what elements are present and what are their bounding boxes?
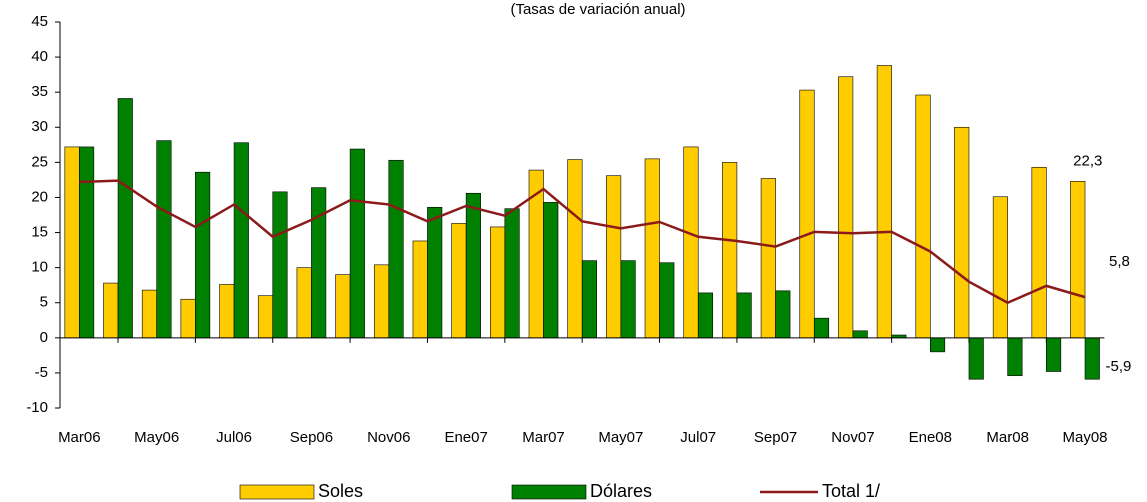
y-tick-label: 25 [31, 153, 48, 170]
y-tick-label: -5 [35, 364, 48, 381]
legend-label: Dólares [590, 481, 652, 501]
x-tick-label: Nov06 [367, 429, 410, 446]
bar [141, 289, 157, 339]
bar [233, 142, 249, 339]
x-tick-label: Jul07 [680, 429, 716, 446]
bar [876, 65, 892, 339]
bar [373, 264, 390, 339]
line [79, 179, 1086, 305]
legend-label: Soles [318, 481, 363, 501]
bar [799, 89, 815, 339]
legend-swatch [511, 484, 587, 500]
value-label: 22,3 [1073, 152, 1102, 169]
y-tick-label: 0 [40, 329, 48, 346]
bar [929, 337, 946, 353]
bar [296, 267, 312, 339]
x-tick-label: May06 [134, 429, 179, 446]
y-tick-label: 35 [31, 83, 48, 100]
value-label: -5,9 [1106, 358, 1132, 375]
bar [427, 206, 443, 339]
bar [1007, 337, 1023, 377]
bar [195, 171, 211, 339]
x-tick-label: Ene07 [444, 429, 487, 446]
bar [736, 292, 752, 339]
bar [1070, 181, 1086, 339]
bar [219, 284, 235, 339]
bar [683, 146, 699, 339]
bar [490, 226, 506, 339]
bar [412, 240, 428, 339]
chart-subtitle: (Tasas de variación anual) [510, 1, 685, 18]
bar [852, 330, 868, 339]
bar [581, 260, 597, 339]
bar [388, 159, 404, 339]
bar [349, 148, 365, 339]
bar [180, 298, 196, 339]
bar [567, 159, 583, 339]
bar [504, 208, 520, 339]
bar [954, 126, 970, 339]
bar [760, 178, 776, 339]
bar [64, 146, 80, 339]
x-tick-label: Mar08 [986, 429, 1029, 446]
legend-swatch [239, 484, 315, 500]
bar [697, 292, 714, 339]
x-tick-label: May07 [598, 429, 643, 446]
y-tick-label: 15 [31, 224, 48, 241]
bar [311, 187, 327, 339]
bar [644, 158, 660, 339]
bar [659, 262, 675, 339]
legend-label: Total 1/ [822, 481, 880, 501]
bar [156, 140, 172, 339]
bar [451, 223, 467, 339]
y-tick-label: 20 [31, 188, 48, 205]
bar [838, 76, 854, 339]
y-tick-label: 10 [31, 259, 48, 276]
bar [620, 260, 636, 339]
y-tick-label: 45 [31, 13, 48, 30]
y-tick-label: -10 [26, 399, 48, 416]
bar [79, 146, 95, 339]
value-label: 5,8 [1109, 253, 1130, 270]
x-tick-label: Sep06 [290, 429, 333, 446]
bar [992, 196, 1008, 339]
bar [1084, 337, 1100, 380]
y-tick-label: 5 [40, 294, 48, 311]
bar [117, 98, 133, 339]
bar [335, 274, 351, 339]
bar [103, 282, 119, 339]
x-tick-label: Ene08 [909, 429, 952, 446]
bar [775, 290, 791, 339]
bar [1046, 337, 1062, 372]
bar [465, 192, 481, 339]
x-tick-label: Nov07 [831, 429, 874, 446]
x-tick-label: May08 [1063, 429, 1108, 446]
bar [272, 191, 288, 339]
bar [606, 175, 622, 339]
x-tick-label: Mar06 [58, 429, 101, 446]
bar [813, 317, 830, 339]
bar [543, 202, 559, 339]
bar [257, 295, 274, 339]
y-tick-label: 30 [31, 118, 48, 135]
x-tick-label: Jul06 [216, 429, 252, 446]
bar [968, 337, 984, 380]
x-tick-label: Mar07 [522, 429, 565, 446]
x-tick-label: Sep07 [754, 429, 797, 446]
bar [1031, 166, 1047, 339]
bar [915, 94, 931, 339]
bar [722, 162, 738, 339]
y-tick-label: 40 [31, 48, 48, 65]
